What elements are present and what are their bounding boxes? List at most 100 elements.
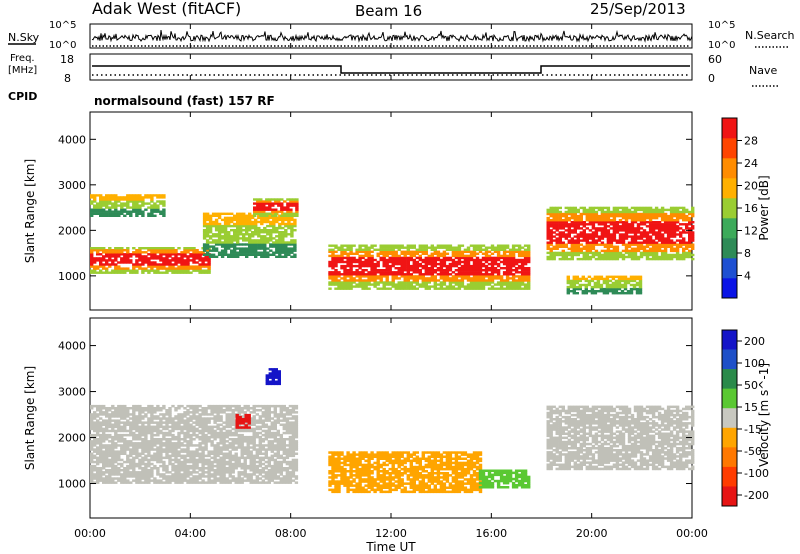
heatmap-cell	[596, 279, 601, 283]
heatmap-cell	[448, 283, 453, 286]
heatmap-cell	[248, 237, 252, 240]
heatmap-cell	[93, 473, 97, 476]
heatmap-cell	[207, 429, 211, 433]
heatmap-cell	[496, 248, 501, 251]
heatmap-cell	[367, 262, 371, 266]
heatmap-cell	[129, 429, 133, 433]
heatmap-cell	[594, 210, 599, 214]
heatmap-cell	[418, 246, 422, 249]
heatmap-cell	[415, 277, 419, 280]
heatmap-cell	[132, 267, 136, 270]
heatmap-cell	[514, 283, 519, 286]
heatmap-cell	[126, 210, 130, 213]
heatmap-cell	[257, 214, 261, 217]
heatmap-cell	[117, 204, 121, 207]
heatmap-cell	[561, 233, 565, 236]
heatmap-cell	[186, 425, 190, 429]
heatmap-cell	[180, 255, 184, 258]
heatmap-cell	[349, 264, 353, 268]
heatmap-cell	[406, 275, 410, 278]
heatmap-cell	[343, 269, 347, 272]
heatmap-cell	[219, 467, 223, 470]
heatmap-cell	[642, 206, 647, 210]
heatmap-cell	[189, 407, 193, 410]
heatmap-cell	[505, 277, 510, 280]
heatmap-cell	[361, 250, 365, 253]
heatmap-cell	[448, 264, 453, 268]
heatmap-cell	[141, 196, 145, 199]
heatmap-cell	[290, 222, 294, 226]
heatmap-cell	[427, 256, 431, 260]
heatmap-cell	[433, 287, 437, 290]
heatmap-cell	[141, 255, 145, 258]
heatmap-cell	[256, 204, 260, 207]
heatmap-cell	[260, 231, 264, 234]
heatmap-cell	[242, 253, 246, 256]
heatmap-cell	[463, 277, 468, 280]
heatmap-cell	[614, 285, 619, 289]
heatmap-cell	[623, 277, 628, 281]
heatmap-cell	[654, 241, 659, 244]
heatmap-cell	[645, 206, 650, 210]
heatmap-cell	[627, 229, 632, 232]
heatmap-cell	[102, 200, 106, 203]
heatmap-cell	[576, 237, 580, 240]
heatmap-cell	[679, 233, 683, 236]
heatmap-cell	[96, 456, 100, 460]
heatmap-cell	[159, 429, 163, 433]
heatmap-cell	[123, 202, 127, 205]
heatmap-cell	[186, 444, 190, 447]
heatmap-cell	[645, 214, 650, 218]
heatmap-cell	[606, 251, 611, 255]
heatmap-cell	[587, 275, 592, 278]
heatmap-cell	[242, 251, 246, 254]
heatmap-cell	[527, 279, 531, 282]
heatmap-cell	[192, 269, 196, 272]
cpid-text: normalsound (fast) 157 RF	[94, 94, 275, 108]
heatmap-cell	[225, 429, 229, 433]
heatmap-cell	[177, 433, 181, 437]
heatmap-cell	[207, 417, 211, 420]
heatmap-cell	[578, 283, 582, 287]
heatmap-cell	[466, 273, 471, 276]
heatmap-cell	[132, 210, 136, 213]
heatmap-cell	[475, 246, 480, 249]
heatmap-cell	[517, 279, 522, 282]
heatmap-cell	[225, 431, 229, 435]
heatmap-cell	[117, 411, 121, 414]
heatmap-cell	[675, 247, 680, 250]
heatmap-cell	[156, 421, 160, 424]
heatmap-cell	[150, 433, 154, 437]
heatmap-cell	[566, 292, 570, 295]
heatmap-cell	[597, 239, 602, 242]
heatmap-cell	[174, 259, 178, 262]
heatmap-cell	[430, 262, 434, 266]
heatmap-cell	[189, 438, 193, 441]
heatmap-cell	[379, 277, 383, 280]
heatmap-cell	[144, 456, 148, 460]
heatmap-cell	[527, 267, 531, 270]
heatmap-cell	[228, 462, 232, 466]
heatmap-cell	[183, 456, 187, 460]
heatmap-cell	[669, 245, 674, 248]
heatmap-cell	[207, 475, 211, 478]
heatmap-cell	[236, 229, 240, 232]
heatmap-cell	[388, 258, 392, 262]
heatmap-cell	[207, 431, 211, 435]
heatmap-cell	[204, 413, 208, 416]
heatmap-cell	[561, 257, 565, 261]
heatmap-cell	[624, 231, 629, 234]
heatmap-cell	[481, 244, 486, 247]
heatmap-cell	[280, 198, 284, 201]
heatmap-cell	[505, 285, 510, 288]
heatmap-cell	[558, 214, 562, 218]
heatmap-cell	[223, 249, 228, 252]
heatmap-cell	[346, 269, 350, 272]
heatmap-cell	[132, 456, 136, 460]
heatmap-cell	[150, 467, 154, 470]
heatmap-cell	[591, 214, 596, 218]
heatmap-cell	[340, 260, 344, 264]
heatmap-cell	[135, 423, 139, 426]
heatmap-cell	[93, 448, 97, 451]
